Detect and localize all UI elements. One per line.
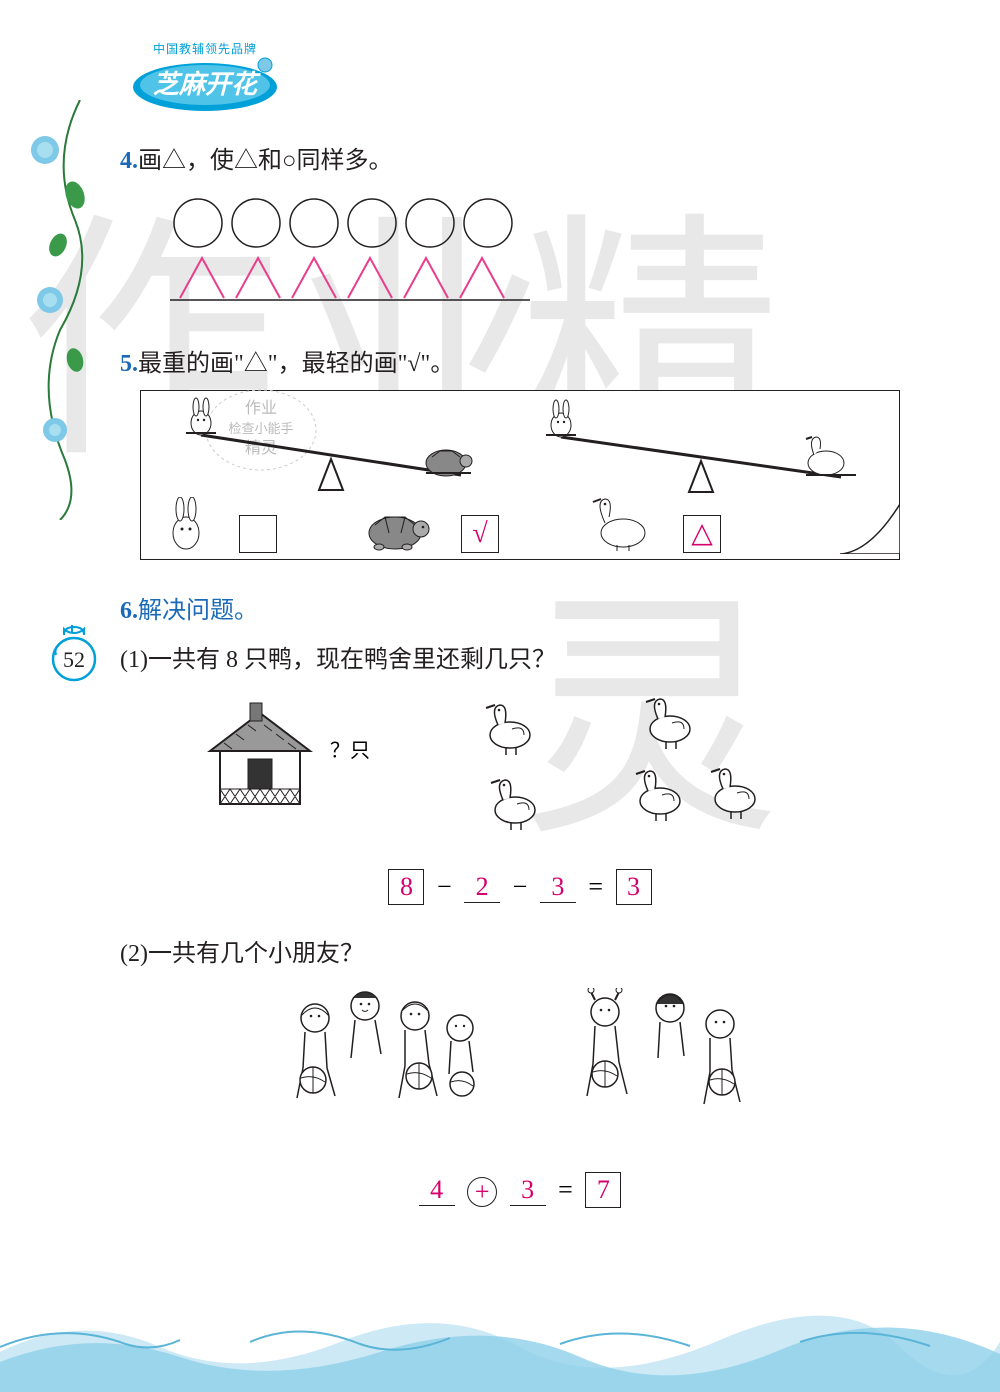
q5-rabbit-answer — [239, 515, 277, 553]
ducks-group-2 — [620, 695, 790, 845]
rabbit-icon — [161, 497, 211, 553]
q5-illustration: 作业 检查小能手 精灵 — [140, 390, 900, 560]
turtle-icon — [363, 503, 433, 553]
question-5: 5.最重的画"△"，最轻的画"√"。 作业 检查小能手 精灵 — [120, 343, 920, 560]
bottom-wave-decoration — [0, 1292, 1000, 1392]
q6-p1-equation: 8 − 2 − 3 = 3 — [120, 869, 920, 905]
q6-p2-text: 一共有几个小朋友？ — [148, 941, 364, 967]
q5-goose-answer: △ — [683, 515, 721, 553]
logo: 芝麻开花 — [130, 57, 280, 112]
eq2-b: 3 — [510, 1175, 546, 1206]
page-number-badge: 52 — [50, 625, 98, 683]
header: 中国教辅领先品牌 芝麻开花 — [130, 40, 280, 117]
vine-decoration — [20, 100, 110, 520]
page-number-text: 52 — [63, 647, 85, 672]
eq2-a: 4 — [419, 1175, 455, 1206]
q6-title: 解决问题。 — [138, 598, 258, 624]
goose-icon — [585, 497, 655, 553]
seesaw-1 — [151, 395, 511, 505]
kids-group-1 — [275, 988, 495, 1148]
q5-turtle-answer: √ — [461, 515, 499, 553]
duck-house-icon — [200, 699, 320, 819]
q4-triangles-answer — [170, 248, 920, 313]
kids-group-2 — [565, 988, 765, 1148]
eq1-op1: − — [437, 872, 452, 902]
q6-p1-illustration: ？只 — [180, 689, 920, 859]
eq1-b: 2 — [464, 872, 500, 903]
eq1-c: 3 — [540, 872, 576, 903]
q6-number: 6. — [120, 598, 138, 624]
header-subtitle: 中国教辅领先品牌 — [130, 40, 280, 57]
eq1-d: 3 — [616, 869, 652, 905]
q5-text: 最重的画"△"，最轻的画"√"。 — [138, 351, 454, 377]
eq2-eq: = — [558, 1175, 573, 1205]
q6-p2-equation: 4 + 3 = 7 — [120, 1172, 920, 1208]
eq1-a: 8 — [388, 869, 424, 905]
q4-circles — [170, 195, 920, 256]
question-4: 4.画△，使△和○同样多。 — [120, 140, 920, 313]
page-corner — [840, 504, 900, 554]
svg-text:芝麻开花: 芝麻开花 — [153, 70, 261, 99]
eq1-op2: − — [513, 872, 528, 902]
q4-number: 4. — [120, 148, 138, 174]
q6-p1-label: (1) — [120, 647, 148, 673]
q6-p2-illustration — [120, 988, 920, 1148]
question-6: 6.解决问题。 (1)一共有 8 只鸭，现在鸭舍里还剩几只？ ？只 — [120, 590, 920, 1208]
q6-p1-text: 一共有 8 只鸭，现在鸭舍里还剩几只？ — [148, 647, 556, 673]
seesaw-2 — [511, 395, 891, 505]
q6-p2-label: (2) — [120, 941, 148, 967]
q4-text: 画△，使△和○同样多。 — [138, 148, 393, 174]
ducks-group-1 — [460, 699, 570, 839]
eq2-c: 7 — [585, 1172, 621, 1208]
eq2-op: + — [467, 1177, 497, 1207]
eq1-eq: = — [588, 872, 603, 902]
q5-number: 5. — [120, 351, 138, 377]
house-label: ？只 — [330, 734, 370, 763]
